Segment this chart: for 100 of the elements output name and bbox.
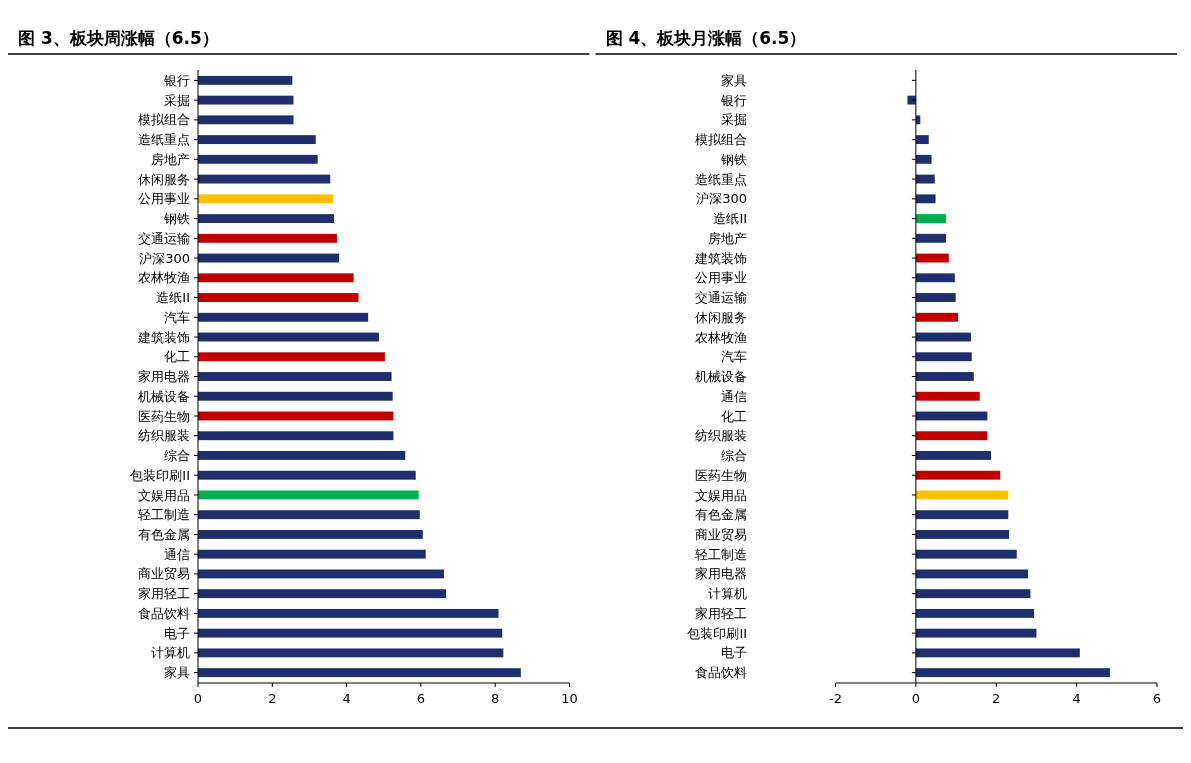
y-tick-label: 通信 (721, 388, 748, 404)
x-tick-label: 6 (1152, 691, 1162, 706)
bar (915, 648, 1080, 658)
bar (198, 589, 447, 599)
bar (915, 273, 955, 283)
y-tick-label: 化工 (721, 408, 748, 424)
bar (198, 174, 331, 184)
bar (198, 530, 423, 539)
y-tick-label: 包装印刷II (130, 467, 190, 483)
y-tick-label: 有色金属 (695, 507, 748, 523)
x-tick-label: 6 (416, 691, 426, 706)
y-tick-label: 汽车 (721, 349, 748, 365)
bar (915, 233, 947, 243)
bar (198, 490, 419, 500)
bar (198, 431, 394, 441)
y-tick-label: 家用电器 (138, 369, 190, 385)
bar (915, 569, 1028, 579)
bar (198, 312, 369, 322)
bar (915, 135, 929, 145)
y-tick-label: 电子 (164, 625, 190, 641)
y-tick-label: 造纸重点 (695, 171, 748, 187)
y-tick-label: 造纸II (156, 290, 190, 306)
y-tick-label: 沪深300 (696, 191, 748, 207)
y-tick-label: 公用事业 (695, 270, 748, 286)
y-tick-label: 纺织服装 (138, 428, 190, 444)
y-tick-label: 医药生物 (138, 408, 190, 424)
bar (915, 372, 974, 381)
y-tick-label: 采掘 (721, 112, 748, 128)
y-tick-label: 交通运输 (138, 230, 190, 246)
bar (915, 668, 1110, 678)
y-tick-label: 轻工制造 (695, 546, 748, 562)
bar (915, 470, 1001, 480)
y-tick-label: 电子 (721, 645, 748, 661)
y-tick-label: 食品饮料 (138, 605, 190, 621)
bar (915, 154, 932, 164)
y-tick-label: 计算机 (151, 645, 190, 661)
bar (198, 273, 354, 283)
y-tick-label: 银行 (720, 92, 748, 108)
y-tick-label: 计算机 (708, 586, 748, 602)
y-tick-label: 采掘 (164, 92, 190, 108)
bar (198, 628, 503, 638)
x-tick-label: 4 (1072, 691, 1081, 706)
chart-title: 图 3、板块周涨幅（6.5） (18, 28, 219, 48)
y-tick-label: 造纸II (713, 211, 748, 227)
bar (198, 372, 392, 381)
y-tick-label: 机械设备 (695, 369, 748, 385)
bar (915, 451, 992, 460)
y-tick-label: 建筑装饰 (137, 329, 190, 345)
bar (198, 75, 293, 85)
y-tick-label: 汽车 (164, 309, 190, 325)
y-tick-label: 模拟组合 (138, 112, 190, 128)
bar (915, 589, 1031, 599)
y-tick-label: 文娱用品 (695, 487, 748, 503)
y-tick-label: 包装印刷II (687, 625, 748, 641)
bar (198, 352, 385, 362)
y-tick-label: 化工 (164, 349, 190, 365)
x-tick-label: -2 (829, 691, 842, 706)
bar (198, 391, 393, 401)
y-tick-label: 休闲服务 (695, 309, 748, 325)
x-tick-label: 2 (992, 691, 1001, 706)
x-tick-label: 2 (268, 691, 277, 706)
y-tick-label: 农林牧渔 (138, 270, 190, 286)
x-tick-label: 0 (193, 691, 203, 706)
bar (198, 214, 334, 223)
y-tick-label: 医药生物 (695, 467, 748, 483)
bar (198, 648, 504, 658)
bar (915, 174, 935, 184)
x-tick-label: 4 (342, 691, 351, 706)
bar (915, 549, 1017, 559)
y-tick-label: 综合 (721, 448, 748, 464)
bar (198, 115, 294, 125)
y-tick-label: 有色金属 (138, 526, 190, 542)
y-tick-label: 纺织服装 (695, 428, 748, 444)
bar (915, 312, 959, 322)
bar (198, 608, 499, 618)
y-tick-label: 银行 (163, 72, 190, 88)
y-tick-label: 轻工制造 (138, 507, 190, 523)
bar (198, 154, 318, 164)
y-tick-label: 农林牧渔 (695, 329, 748, 345)
y-tick-label: 建筑装饰 (694, 250, 748, 266)
y-tick-label: 沪深300 (139, 250, 190, 266)
y-tick-label: 商业贸易 (695, 526, 748, 542)
y-tick-label: 文娱用品 (138, 487, 190, 503)
bar (198, 569, 444, 579)
bar (915, 431, 988, 441)
bar (198, 293, 359, 302)
x-tick-label: 10 (561, 691, 578, 706)
bar (198, 549, 426, 559)
y-tick-label: 通信 (164, 546, 190, 562)
bar (915, 608, 1035, 618)
y-tick-label: 食品饮料 (695, 665, 748, 681)
bar (198, 332, 379, 342)
y-tick-label: 商业贸易 (138, 566, 190, 582)
bar (915, 352, 972, 362)
y-tick-label: 家具 (164, 665, 190, 681)
y-tick-label: 家用轻工 (138, 586, 190, 602)
bar (915, 628, 1037, 638)
y-tick-label: 休闲服务 (138, 171, 190, 187)
y-tick-label: 房地产 (151, 151, 190, 167)
y-tick-label: 家用电器 (695, 566, 748, 582)
